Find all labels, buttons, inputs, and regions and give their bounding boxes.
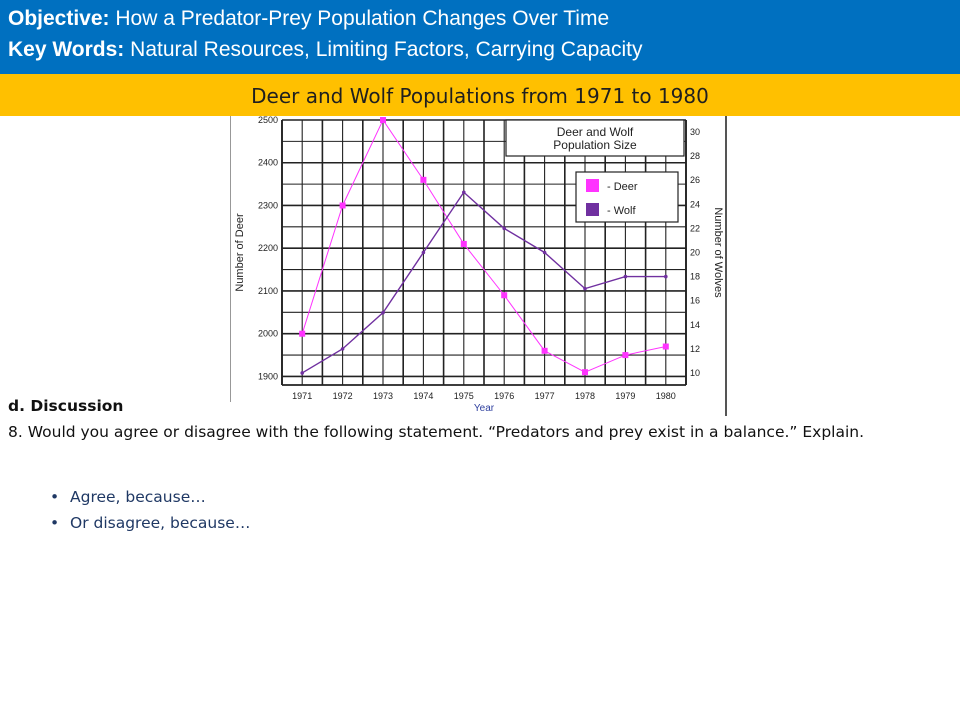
x-tick-label: 1974 <box>413 391 433 401</box>
y2-tick-label: 12 <box>690 344 700 354</box>
y2-tick-label: 28 <box>690 151 700 161</box>
data-point-deer <box>380 117 386 123</box>
data-point-wolf <box>421 250 426 255</box>
bullet-dot: • <box>50 488 60 506</box>
data-point-wolf <box>502 226 507 231</box>
y-tick-label: 2400 <box>258 158 278 168</box>
answer-bullet-disagree: • Or disagree, because… <box>50 510 250 536</box>
keywords-text: Natural Resources, Limiting Factors, Car… <box>124 38 643 61</box>
keywords-line: Key Words: Natural Resources, Limiting F… <box>8 38 643 62</box>
x-tick-label: 1977 <box>535 391 555 401</box>
y2-axis-title: Number of Wolves <box>712 207 724 298</box>
chart-title: Deer and Wolf <box>557 125 634 139</box>
data-point-deer <box>460 240 467 247</box>
series-line-wolf <box>301 191 666 374</box>
header-banner: Objective: How a Predator-Prey Populatio… <box>0 0 960 74</box>
x-tick-label: 1980 <box>656 391 676 401</box>
series-line-deer <box>301 118 666 373</box>
chart-title: Population Size <box>553 138 637 152</box>
discussion-question: 8. Would you agree or disagree with the … <box>8 423 865 441</box>
x-tick-label: 1979 <box>615 391 635 401</box>
y-tick-label: 2300 <box>258 200 278 210</box>
y2-tick-label: 30 <box>690 127 700 137</box>
answer-bullet-agree: • Agree, because… <box>50 484 250 510</box>
slide-subtitle: Deer and Wolf Populations from 1971 to 1… <box>251 84 709 108</box>
data-point-wolf <box>462 190 466 195</box>
y2-tick-label: 22 <box>690 223 700 233</box>
legend-swatch-deer <box>586 179 599 192</box>
y-tick-label: 2200 <box>258 243 278 253</box>
y-tick-label: 2100 <box>258 286 278 296</box>
data-point-deer <box>299 330 306 337</box>
y2-tick-label: 20 <box>690 248 700 258</box>
y2-tick-label: 24 <box>690 199 700 209</box>
data-point-deer <box>541 347 548 354</box>
data-point-wolf <box>623 274 628 279</box>
data-point-wolf <box>340 347 345 351</box>
legend-swatch-wolf <box>586 203 599 216</box>
discussion-section: d. Discussion 8. Would you agree or disa… <box>8 393 948 445</box>
bullet-dot: • <box>50 514 60 532</box>
x-tick-label: 1971 <box>292 391 312 401</box>
data-point-wolf <box>664 274 668 279</box>
x-tick-label: 1972 <box>333 391 353 401</box>
y2-tick-label: 18 <box>690 272 700 282</box>
data-point-deer <box>420 176 427 183</box>
data-point-deer <box>662 343 669 350</box>
data-point-deer <box>622 352 629 359</box>
y2-tick-label: 16 <box>690 296 700 306</box>
subtitle-bar: Deer and Wolf Populations from 1971 to 1… <box>0 74 960 116</box>
x-tick-label: 1973 <box>373 391 393 401</box>
y-tick-label: 2000 <box>258 329 278 339</box>
data-point-wolf <box>300 371 304 375</box>
data-point-deer <box>582 369 588 376</box>
legend-label-wolf: - Wolf <box>607 205 636 217</box>
y-axis-title: Number of Deer <box>234 213 246 292</box>
answer-text: Agree, because… <box>70 488 206 506</box>
y2-tick-label: 14 <box>690 320 700 330</box>
data-point-deer <box>339 202 346 209</box>
data-point-deer <box>501 292 508 299</box>
legend-label-deer: - Deer <box>607 181 638 193</box>
answer-text: Or disagree, because… <box>70 514 251 532</box>
x-tick-label: 1975 <box>454 391 474 401</box>
objective-text: How a Predator-Prey Population Changes O… <box>109 7 610 30</box>
x-tick-label: 1978 <box>575 391 595 401</box>
answer-list: • Agree, because… • Or disagree, because… <box>50 484 250 536</box>
y2-tick-label: 26 <box>690 175 700 185</box>
keywords-label: Key Words: <box>8 38 125 61</box>
y-tick-label: 2500 <box>258 116 278 125</box>
x-tick-label: 1976 <box>494 391 514 401</box>
data-point-wolf <box>381 310 385 315</box>
discussion-heading: d. Discussion <box>8 397 124 415</box>
chart-title-box <box>505 119 685 157</box>
objective-line: Objective: How a Predator-Prey Populatio… <box>8 7 609 31</box>
objective-label: Objective: <box>8 7 110 30</box>
y-tick-label: 1900 <box>258 371 278 381</box>
y2-tick-label: 10 <box>690 368 700 378</box>
chart-panel: Deer and Wolf Population Size - Deer - Wolf… <box>229 115 728 416</box>
data-point-wolf <box>583 286 587 291</box>
x-axis-title: Year <box>474 403 495 414</box>
data-point-wolf <box>542 250 547 255</box>
